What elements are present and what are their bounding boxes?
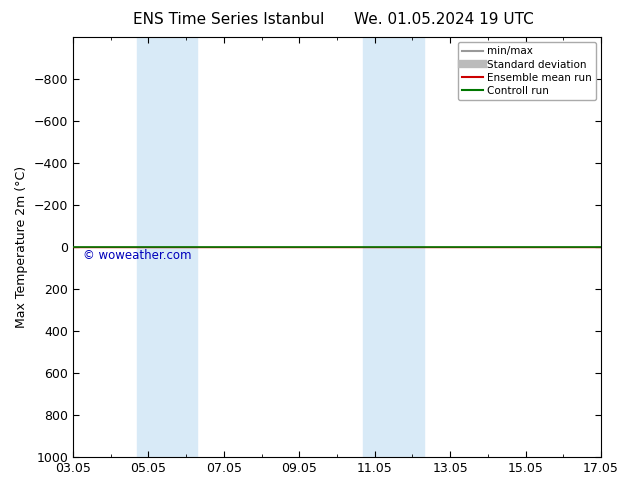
Legend: min/max, Standard deviation, Ensemble mean run, Controll run: min/max, Standard deviation, Ensemble me… (458, 42, 596, 100)
Text: ENS Time Series Istanbul: ENS Time Series Istanbul (133, 12, 324, 27)
Bar (137, 37, 197, 457)
Text: © woweather.com: © woweather.com (84, 249, 192, 262)
Bar (363, 37, 424, 457)
Text: We. 01.05.2024 19 UTC: We. 01.05.2024 19 UTC (354, 12, 534, 27)
Y-axis label: Max Temperature 2m (°C): Max Temperature 2m (°C) (15, 166, 28, 328)
